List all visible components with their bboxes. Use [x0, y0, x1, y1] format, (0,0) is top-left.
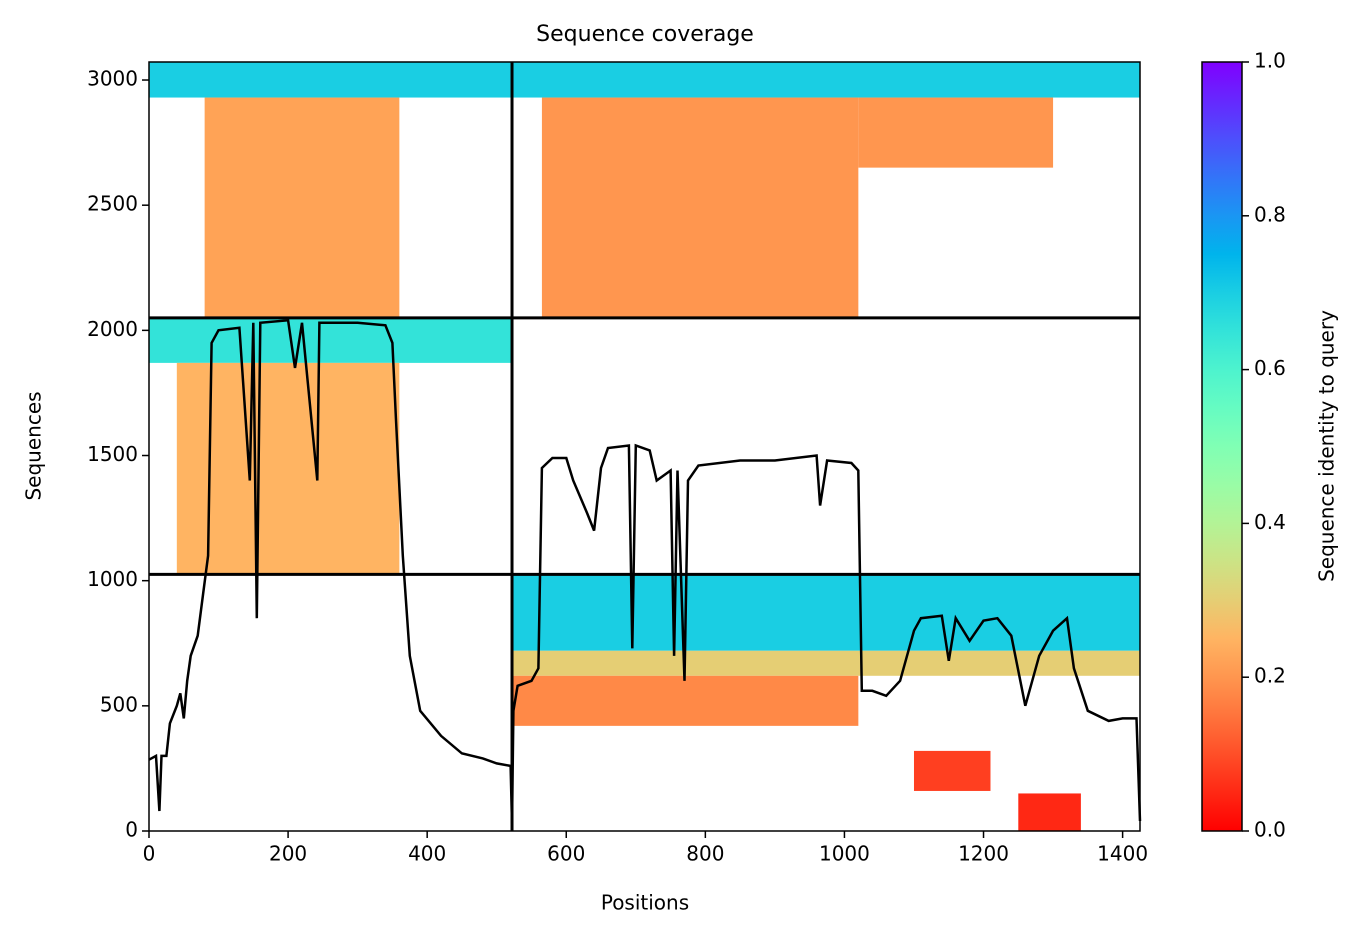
colorbar-tick-label: 0.8	[1254, 202, 1286, 226]
coverage-block	[541, 97, 859, 318]
coverage-block	[913, 750, 991, 791]
x-tick-label: 200	[269, 842, 307, 866]
colorbar-tick-label: 0.4	[1254, 510, 1286, 534]
y-tick-label: 500	[100, 692, 138, 716]
y-tick-label: 0	[125, 818, 138, 842]
y-tick-label: 3000	[87, 67, 138, 91]
plot-frame	[148, 61, 1141, 832]
y-tick-label: 2500	[87, 192, 138, 216]
x-tick-label: 400	[408, 842, 446, 866]
x-tick-label: 800	[686, 842, 724, 866]
colorbar-tick-label: 0.0	[1254, 818, 1286, 842]
x-tick-label: 1400	[1097, 842, 1148, 866]
y-tick-label: 1000	[87, 567, 138, 591]
coverage-block	[512, 675, 859, 726]
coverage-block	[1018, 793, 1081, 831]
coverage-block	[512, 650, 1140, 676]
x-tick-label: 0	[143, 842, 156, 866]
x-tick-label: 600	[547, 842, 585, 866]
coverage-block	[204, 97, 400, 318]
coverage-block	[149, 317, 513, 363]
colorbar	[1201, 61, 1243, 832]
x-tick-label: 1000	[819, 842, 870, 866]
coverage-block	[512, 574, 1140, 651]
coverage-block	[176, 362, 400, 574]
colorbar-tick-label: 0.2	[1254, 664, 1286, 688]
y-tick-label: 1500	[87, 442, 138, 466]
colorbar-tick-label: 1.0	[1254, 49, 1286, 73]
chart-title: Sequence coverage	[536, 22, 754, 47]
coverage-block	[512, 62, 1140, 98]
x-tick-label: 1200	[958, 842, 1009, 866]
y-axis-label: Sequences	[22, 391, 46, 500]
coverage-line	[148, 318, 1142, 824]
coverage-block	[858, 97, 1054, 168]
colorbar-label: Sequence identity to query	[1315, 310, 1339, 582]
x-axis-label: Positions	[601, 891, 689, 915]
coverage-block	[149, 62, 513, 98]
y-tick-label: 2000	[87, 317, 138, 341]
colorbar-tick-label: 0.6	[1254, 356, 1286, 380]
